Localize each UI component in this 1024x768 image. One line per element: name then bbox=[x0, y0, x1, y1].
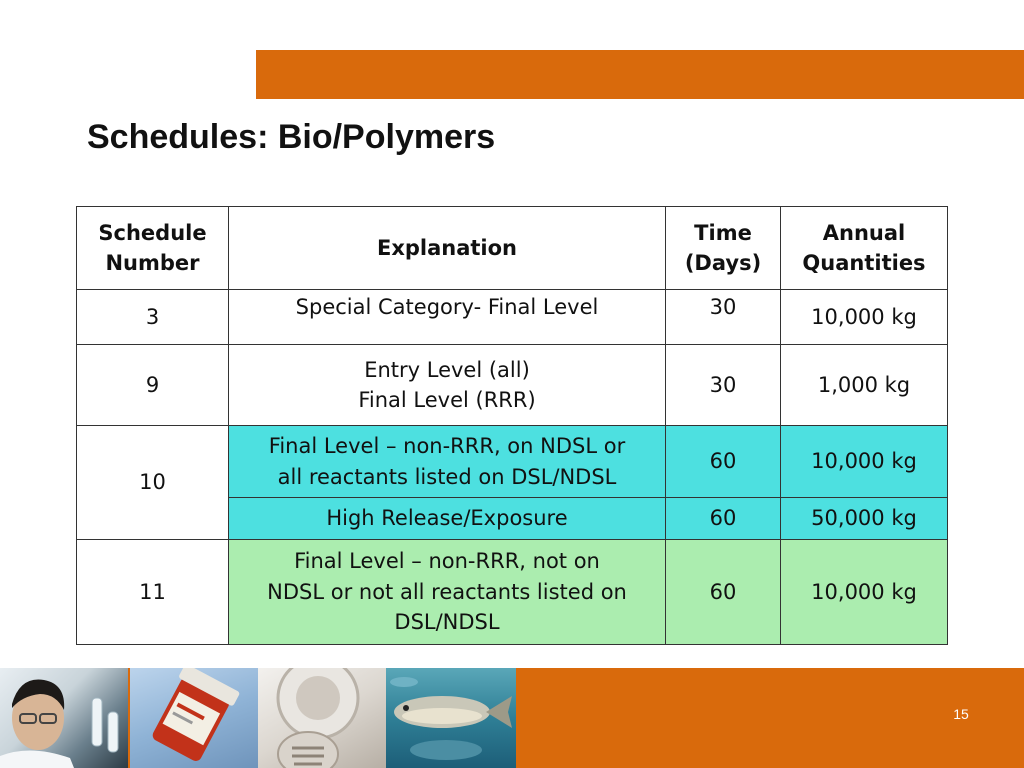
time-cell: 30 bbox=[665, 344, 781, 426]
quantity-cell: 1,000 kg bbox=[780, 344, 948, 426]
schedule-cell: 11 bbox=[76, 539, 229, 645]
table-header-row: Schedule Number Explanation Time (Days) … bbox=[76, 206, 948, 290]
header-time-line2: (Days) bbox=[684, 251, 762, 275]
explanation-cell: Entry Level (all) Final Level (RRR) bbox=[228, 344, 666, 426]
header-explanation: Explanation bbox=[228, 206, 666, 290]
explanation-cell: High Release/Exposure bbox=[228, 497, 666, 540]
header-annual-line1: Annual bbox=[822, 220, 906, 245]
header-schedule-line1: Schedule bbox=[98, 220, 207, 245]
schedules-table: Schedule Number Explanation Time (Days) … bbox=[76, 206, 948, 645]
explanation-line: Final Level (RRR) bbox=[358, 388, 536, 412]
header-annual-quantities: Annual Quantities bbox=[780, 206, 948, 290]
header-accent-bar bbox=[256, 50, 1024, 99]
fish-photo bbox=[386, 668, 516, 768]
page-number: 15 bbox=[953, 706, 969, 722]
slide-title: Schedules: Bio/Polymers bbox=[87, 118, 496, 156]
explanation-line: Final Level – non-RRR, on NDSL or bbox=[268, 434, 626, 459]
explanation-line: all reactants listed on DSL/NDSL bbox=[277, 464, 617, 489]
explanation-cell: Special Category- Final Level bbox=[228, 289, 666, 345]
explanation-cell: Final Level – non-RRR, not on NDSL or no… bbox=[228, 539, 666, 645]
quantity-cell: 10,000 kg bbox=[780, 425, 948, 498]
quantity-cell: 10,000 kg bbox=[780, 539, 948, 645]
table-row: 9 Entry Level (all) Final Level (RRR) 30… bbox=[76, 344, 948, 426]
table-row: 10 Final Level – non-RRR, on NDSL or all… bbox=[76, 425, 948, 540]
drain-photo bbox=[258, 668, 386, 768]
scientist-photo bbox=[0, 668, 128, 768]
time-cell: 30 bbox=[665, 289, 781, 345]
time-cell: 60 bbox=[665, 497, 781, 540]
table-row: 11 Final Level – non-RRR, not on NDSL or… bbox=[76, 539, 948, 645]
schedule-cell: 9 bbox=[76, 344, 229, 426]
quantity-cell: 50,000 kg bbox=[780, 497, 948, 540]
explanation-cell: Final Level – non-RRR, on NDSL or all re… bbox=[228, 425, 666, 498]
explanation-line: Final Level – non-RRR, not on bbox=[294, 549, 600, 574]
header-time-line1: Time bbox=[694, 220, 752, 245]
header-schedule-number: Schedule Number bbox=[76, 206, 229, 290]
time-cell: 60 bbox=[665, 539, 781, 645]
header-time: Time (Days) bbox=[665, 206, 781, 290]
explanation-line: Entry Level (all) bbox=[364, 357, 530, 382]
time-cell: 60 bbox=[665, 425, 781, 498]
table-row: High Release/Exposure 60 50,000 kg bbox=[77, 497, 948, 540]
schedule-cell: 3 bbox=[76, 289, 229, 345]
schedule-cell: 10 bbox=[76, 425, 229, 540]
medicine-bottle-photo bbox=[130, 668, 258, 768]
table-row: 3 Special Category- Final Level 30 10,00… bbox=[76, 289, 948, 345]
explanation-line: DSL/NDSL bbox=[394, 610, 500, 635]
header-annual-line2: Quantities bbox=[802, 251, 926, 275]
header-schedule-line2: Number bbox=[105, 251, 200, 275]
quantity-cell: 10,000 kg bbox=[780, 289, 948, 345]
explanation-line: NDSL or not all reactants listed on bbox=[267, 579, 627, 604]
